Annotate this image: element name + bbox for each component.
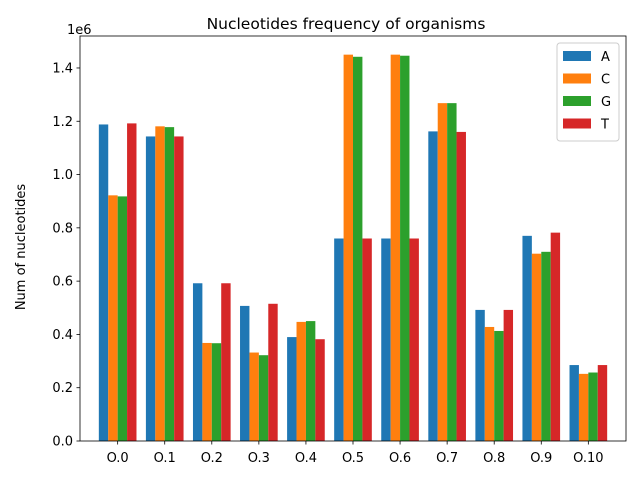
legend-label-C: C [601, 73, 610, 88]
bar-T-O.3 [268, 303, 278, 441]
bar-C-O.2 [202, 342, 212, 441]
bar-A-O.3 [240, 305, 250, 441]
legend-label-G: G [601, 95, 611, 110]
y-axis-label: Num of nucleotides [14, 184, 29, 311]
x-tick-label: O.7 [436, 451, 458, 466]
bar-T-O.2 [221, 283, 231, 441]
bar-A-O.0 [98, 124, 109, 442]
bar-C-O.7 [437, 103, 448, 441]
legend-box [556, 42, 620, 142]
y-tick-label: 1.0 [52, 168, 73, 183]
bar-C-O.10 [578, 373, 589, 441]
bars-layer [98, 54, 608, 442]
bar-A-O.9 [522, 235, 532, 441]
bar-A-O.1 [145, 136, 156, 441]
bar-C-O.4 [296, 321, 306, 441]
bar-T-O.1 [174, 136, 184, 441]
bar-G-O.0 [117, 196, 128, 441]
x-tick-label: O.4 [295, 451, 317, 466]
legend-swatch-G [563, 96, 591, 106]
x-tick-label: O.1 [154, 451, 176, 466]
y-offset-label: 1e6 [67, 23, 92, 38]
bar-C-O.8 [484, 326, 495, 441]
bar-G-O.9 [541, 251, 551, 441]
bar-C-O.6 [390, 54, 401, 442]
x-tick-label: O.5 [342, 451, 364, 466]
chart-title: Nucleotides frequency of organisms [207, 15, 486, 33]
y-tick-label: 1.2 [52, 115, 73, 130]
bar-G-O.8 [494, 330, 504, 441]
x-tick-label: O.10 [573, 451, 603, 466]
y-tick-label: 0.8 [52, 221, 73, 236]
x-tick-label: O.0 [107, 451, 129, 466]
bar-G-O.7 [447, 103, 457, 441]
bar-G-O.2 [211, 343, 222, 441]
y-tick-label: 1.4 [52, 61, 73, 76]
bar-C-O.3 [249, 352, 259, 441]
legend-swatch-C [563, 73, 591, 84]
bar-G-O.10 [588, 372, 598, 441]
y-tick-label: 0.2 [52, 381, 73, 396]
bar-T-O.8 [503, 309, 514, 441]
bar-C-O.5 [343, 54, 353, 442]
legend-label-T: T [600, 118, 609, 133]
x-tick-label: O.3 [248, 451, 270, 466]
bar-A-O.8 [475, 309, 485, 441]
bar-A-O.5 [334, 238, 344, 441]
bar-A-O.2 [192, 283, 203, 441]
bar-G-O.5 [353, 56, 363, 441]
bar-A-O.7 [428, 131, 438, 441]
bar-T-O.9 [550, 232, 561, 441]
y-tick-label: 0.4 [52, 328, 73, 343]
bar-C-O.9 [531, 253, 542, 441]
bar-C-O.0 [108, 195, 118, 441]
x-tick-label: O.8 [483, 451, 505, 466]
legend-swatch-A [563, 51, 591, 61]
bar-C-O.1 [155, 126, 165, 441]
bar-A-O.4 [287, 337, 297, 441]
axes-layer: 0.0 0.2 0.4 0.6 0.8 1.0 1.2 1.4 O.0 O.1 O.2 O.3 O.4 O… [52, 35, 627, 466]
x-tick-label: O.6 [389, 451, 411, 466]
bar-T-O.10 [597, 365, 608, 441]
bar-G-O.3 [258, 355, 269, 441]
legend-swatch-T [563, 118, 591, 129]
x-tick-label: O.2 [201, 451, 223, 466]
bar-G-O.1 [164, 127, 175, 442]
bar-A-O.10 [569, 365, 579, 441]
y-tick-label: 0.0 [52, 435, 73, 450]
bar-G-O.6 [400, 55, 410, 441]
bar-A-O.6 [381, 238, 391, 441]
legend-label-A: A [601, 50, 610, 65]
bar-T-O.7 [456, 131, 466, 442]
bar-T-O.5 [362, 238, 372, 441]
bar-T-O.4 [315, 339, 325, 441]
y-tick-label: 0.6 [52, 275, 73, 290]
bar-T-O.0 [127, 123, 137, 441]
x-tick-label: O.9 [530, 451, 552, 466]
bar-G-O.4 [305, 321, 316, 441]
bar-T-O.6 [409, 238, 419, 441]
